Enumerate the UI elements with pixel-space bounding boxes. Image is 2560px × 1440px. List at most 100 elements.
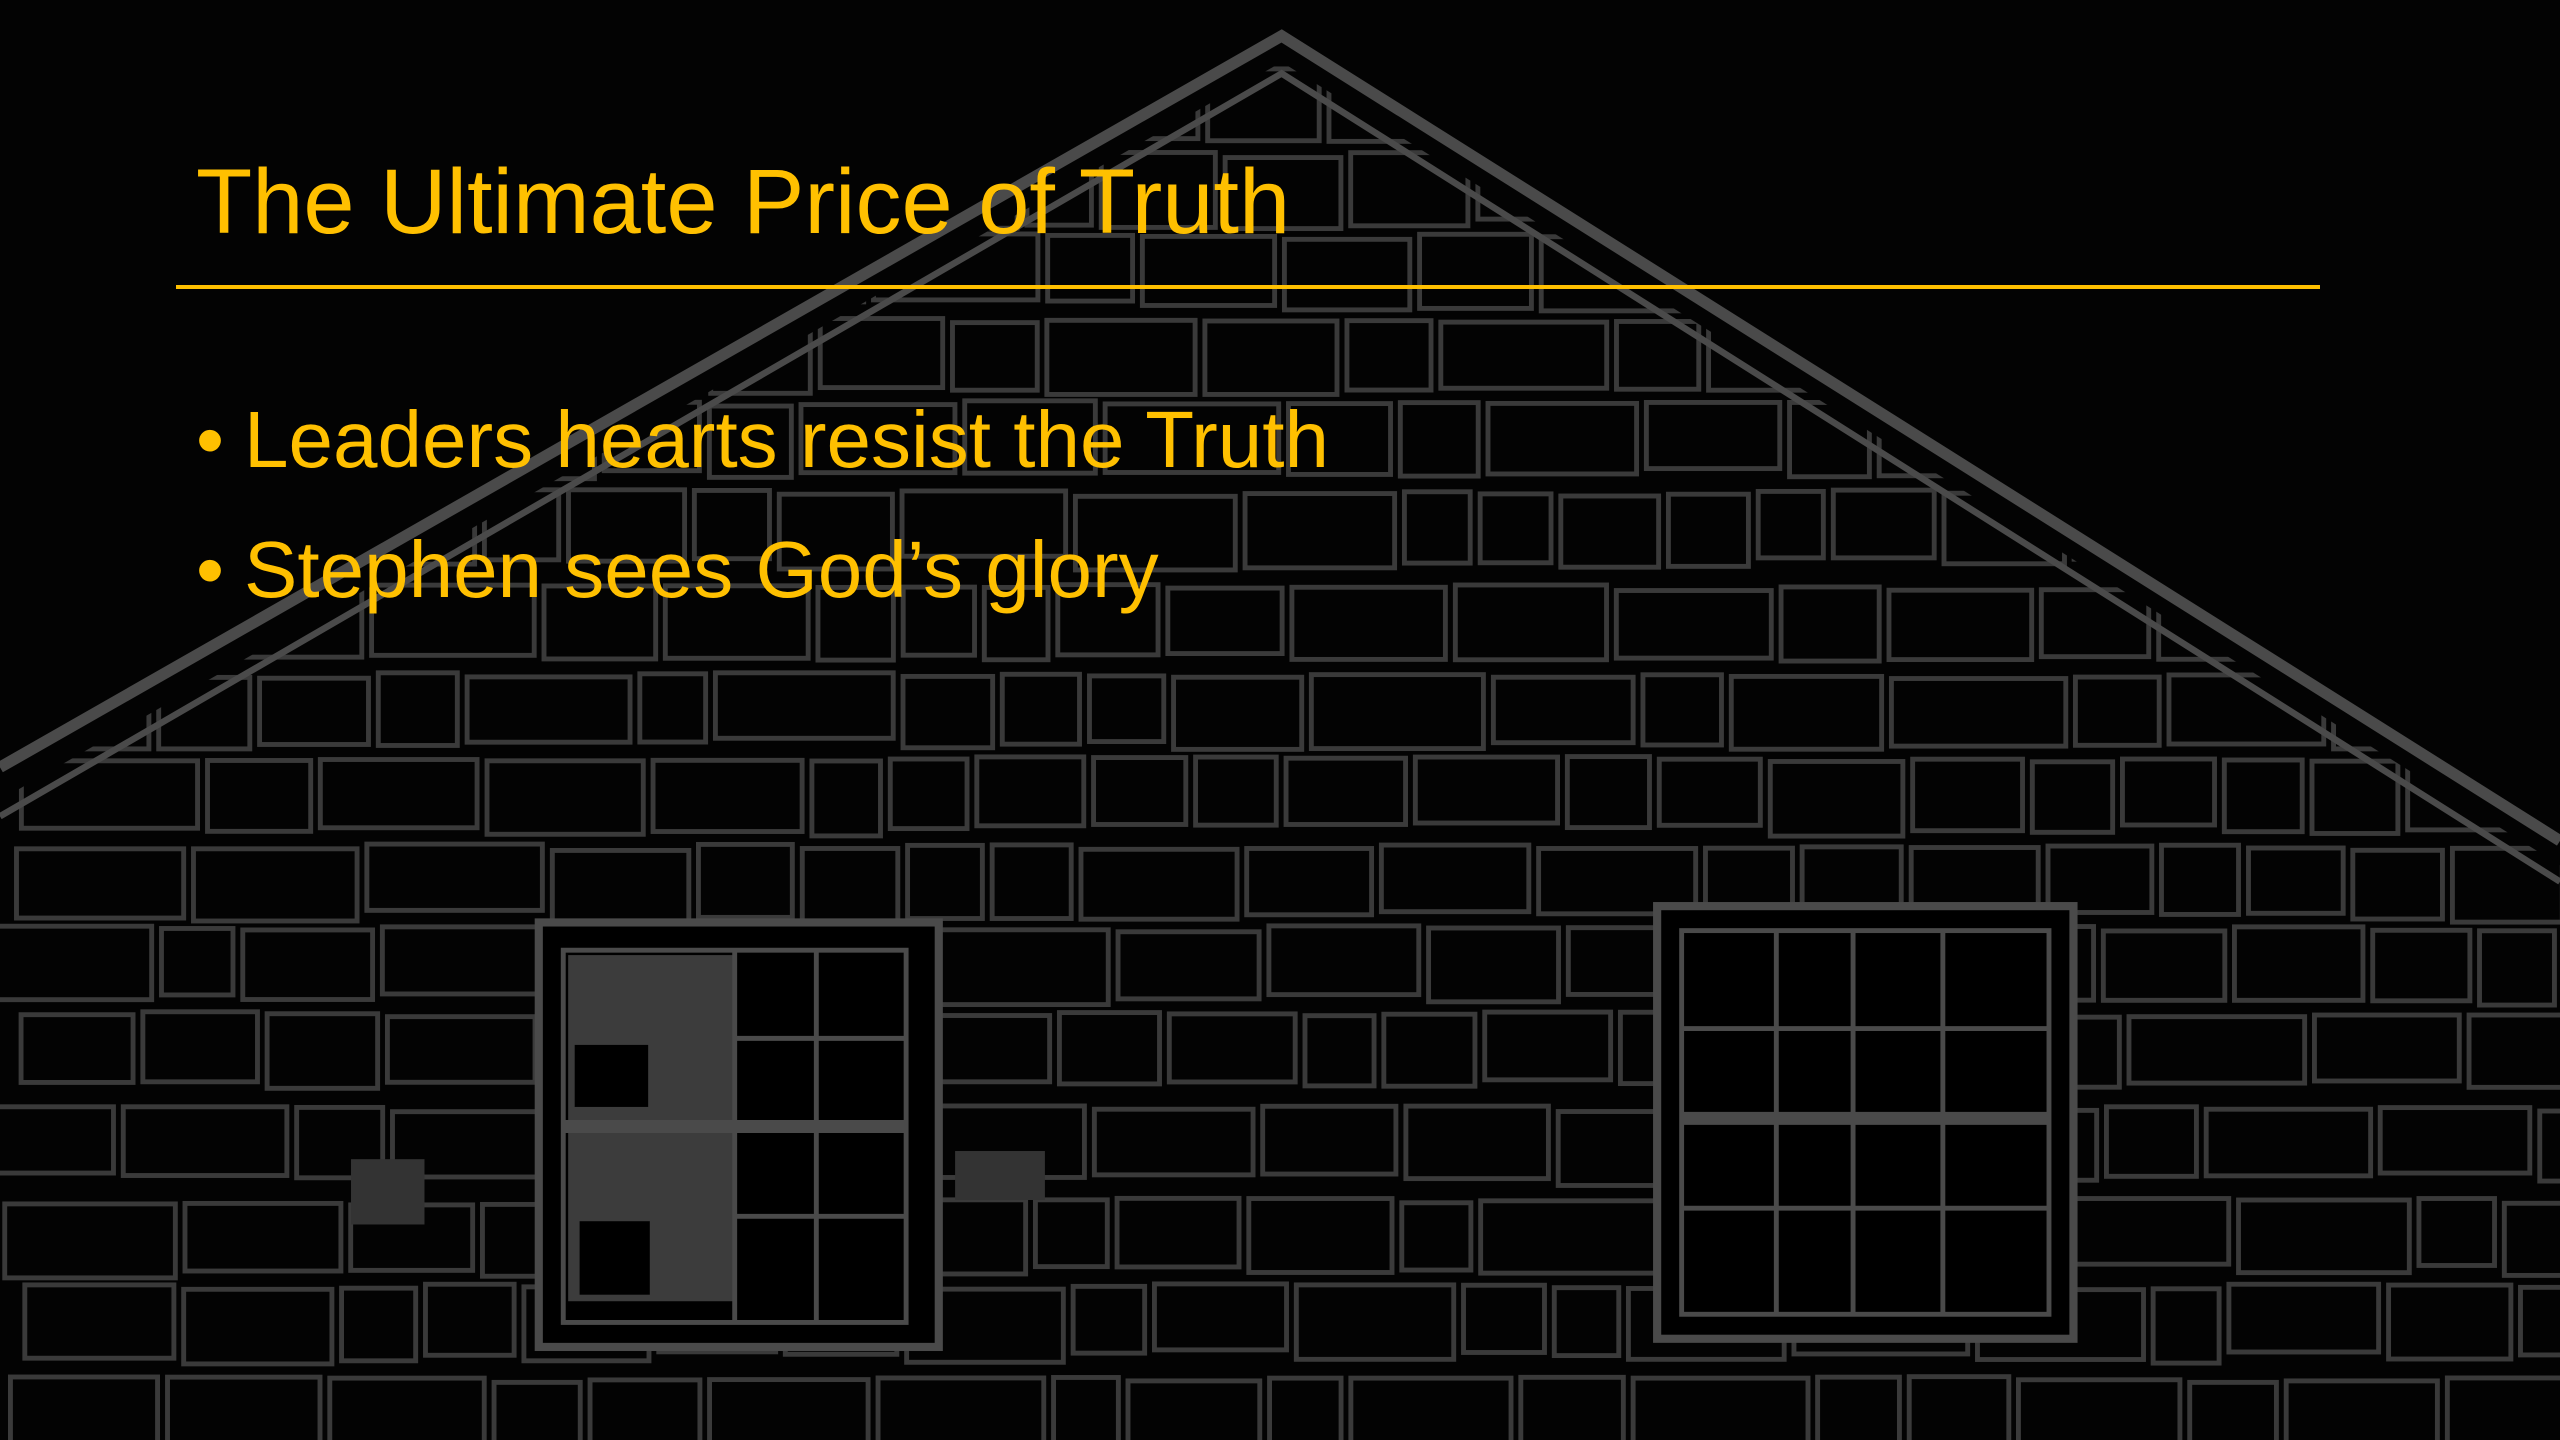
stone (0, 66, 127, 134)
stone (1296, 1285, 1453, 1359)
stone (16, 849, 183, 918)
stone (425, 1284, 514, 1355)
stone (1196, 757, 1277, 825)
stone (22, 155, 137, 223)
slide: The Ultimate Price of Truth Leaders hear… (0, 0, 2560, 1440)
stone (590, 1380, 700, 1440)
stone (1305, 1016, 1374, 1086)
stone (1643, 675, 1722, 745)
stone (2338, 491, 2439, 560)
stone (330, 1378, 484, 1440)
stone (2030, 321, 2106, 388)
stone (2255, 491, 2328, 558)
stone (184, 1289, 332, 1364)
stone (1174, 677, 1302, 749)
stone (11, 589, 115, 659)
stone (2170, 240, 2296, 312)
stone (1480, 494, 1551, 563)
stone (1554, 1288, 1618, 1356)
stone (2534, 493, 2560, 563)
stone (2436, 587, 2551, 653)
stone (1128, 1381, 1260, 1440)
stone (2314, 1015, 2459, 1081)
stone (2540, 1111, 2560, 1181)
stone (2436, 673, 2560, 741)
stone (802, 848, 898, 922)
stone (1400, 403, 1478, 476)
stone (16, 322, 169, 392)
stone (1094, 758, 1186, 825)
stone (2373, 930, 2470, 1001)
stone (2286, 1381, 2437, 1440)
stone (208, 760, 311, 831)
stone (1616, 591, 1771, 659)
stone (1633, 1378, 1808, 1440)
stone (653, 760, 802, 831)
stone (2206, 1109, 2370, 1176)
stone (1073, 1286, 1145, 1353)
stone (342, 1288, 416, 1361)
stone (1485, 1012, 1611, 1080)
stone (1059, 1013, 1159, 1084)
stone (21, 1015, 133, 1083)
stone (1646, 402, 1779, 468)
stone (1894, 153, 2053, 219)
stone (1909, 1377, 2009, 1440)
stone (1415, 757, 1557, 823)
stone (487, 761, 643, 834)
stone (1745, 158, 1884, 226)
stone (1481, 1201, 1657, 1273)
stone (1420, 234, 1532, 308)
stone (1818, 1377, 1900, 1440)
stone (2062, 152, 2135, 223)
title-underline (176, 285, 2320, 289)
stone (903, 72, 1074, 138)
stone (193, 849, 357, 921)
stone (168, 1377, 320, 1440)
stone (2224, 760, 2302, 832)
stone (1169, 1014, 1295, 1082)
stone (952, 323, 1037, 391)
stone (1654, 156, 1735, 228)
stone (261, 69, 425, 138)
stone (2032, 762, 2112, 833)
stone (2190, 1382, 2277, 1440)
stone (2525, 323, 2560, 393)
stone (2229, 1284, 2379, 1352)
stone (2380, 1108, 2530, 1173)
stone (2239, 1200, 2410, 1273)
stone (2090, 70, 2200, 142)
stone (1758, 491, 1823, 557)
stone (1963, 67, 2080, 138)
stone (773, 66, 892, 132)
stone (2534, 68, 2560, 138)
stone (2449, 493, 2524, 561)
stone (137, 69, 251, 135)
stone (1455, 585, 1606, 660)
stone (185, 1203, 341, 1271)
stone (0, 926, 152, 999)
stone (2234, 927, 2362, 1000)
stone (1904, 322, 2020, 396)
stone (320, 760, 477, 828)
stone (2389, 1285, 2511, 1359)
stone (1118, 932, 1259, 999)
stone (1406, 1106, 1549, 1178)
stone (1402, 1203, 1471, 1270)
stone (143, 1012, 258, 1082)
stone (2161, 845, 2238, 914)
stone (1035, 1200, 1107, 1267)
stone (2145, 157, 2304, 224)
stone (1384, 1014, 1475, 1086)
stone (179, 323, 344, 389)
stone (260, 678, 369, 744)
stone (890, 759, 967, 829)
stone (2323, 589, 2426, 655)
stone (977, 757, 1084, 826)
bullet-item: Stephen sees God’s glory (196, 515, 1329, 645)
stone (1381, 845, 1528, 912)
stone (1284, 239, 1409, 310)
stone (2211, 402, 2376, 470)
stone (2353, 850, 2443, 919)
stone (1047, 320, 1195, 394)
